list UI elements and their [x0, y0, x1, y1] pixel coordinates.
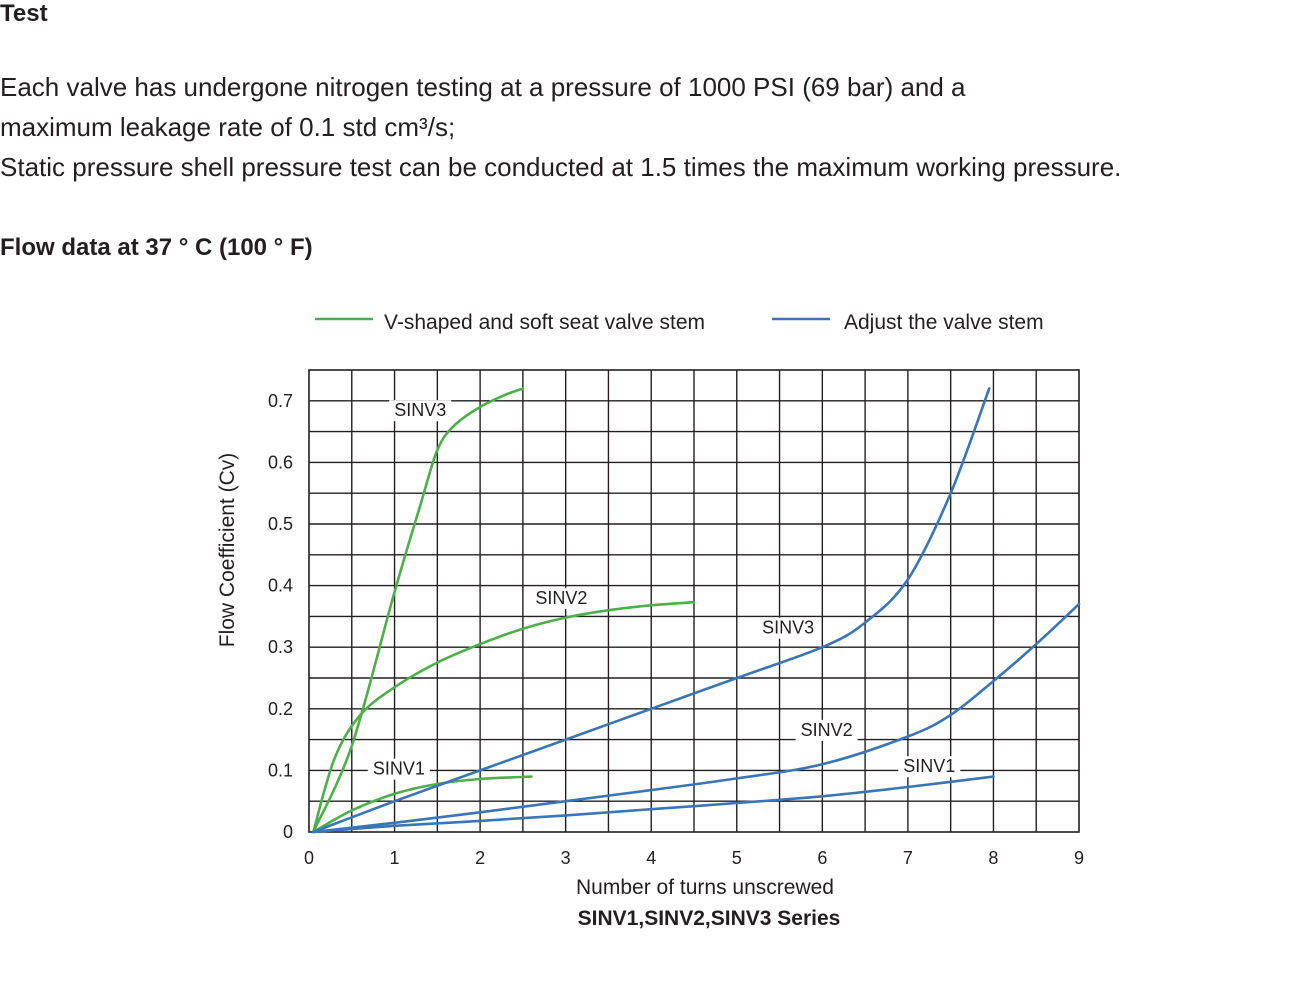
legend-label: V-shaped and soft seat valve stem [384, 311, 705, 334]
y-tick-label: 0.4 [268, 576, 293, 596]
flow-data-heading: Flow data at 37 ° C (100 ° F) [0, 234, 313, 261]
y-tick-label: 0.5 [268, 514, 293, 534]
curve-label-background [795, 719, 858, 741]
series-line-adjust-sinv1 [312, 775, 995, 834]
curve-label-background [389, 400, 452, 422]
x-tick-label: 4 [646, 848, 656, 868]
y-tick-label: 0.1 [268, 760, 293, 780]
curve-label: SINV1 [373, 759, 425, 779]
curve-label: SINV2 [535, 588, 587, 608]
test-heading: Test [0, 0, 48, 27]
curve-label: SINV3 [394, 400, 446, 420]
series-line-adjust-sinv3 [312, 387, 991, 834]
x-tick-label: 8 [988, 848, 998, 868]
y-tick-label: 0.2 [268, 699, 293, 719]
plot-frame [308, 369, 1080, 833]
x-tick-label: 3 [561, 848, 571, 868]
curve-label-background [530, 588, 593, 610]
axis-ticks: 0 1 2 3 4 5 6 7 8 9 0 0.1 0.2 0.3 0.4 0.5 0.6 0.7 [268, 391, 1084, 868]
curve-label-background [757, 617, 820, 639]
series-line-vshaped-sinv2 [312, 600, 696, 834]
x-tick-label: 5 [732, 848, 742, 868]
x-tick-label: 2 [475, 848, 485, 868]
y-tick-label: 0 [283, 822, 293, 842]
series-lines [312, 387, 1081, 834]
curve-label: SINV3 [762, 618, 814, 638]
chart-grid [309, 370, 1079, 832]
x-tick-label: 7 [903, 848, 913, 868]
curve-label: SINV2 [801, 720, 853, 740]
x-axis-label: Number of turns unscrewed [576, 876, 834, 899]
x-tick-label: 6 [817, 848, 827, 868]
x-tick-label: 0 [304, 848, 314, 868]
x-tick-label: 1 [390, 848, 400, 868]
x-tick-label: 9 [1074, 848, 1084, 868]
curve-label-background [367, 758, 430, 780]
y-tick-label: 0.3 [268, 637, 293, 657]
curve-label-background [898, 756, 961, 778]
chart-caption: SINV1,SINV2,SINV3 Series [578, 907, 841, 930]
test-paragraph-line-2: maximum leakage rate of 0.1 std cm³/s; [0, 112, 456, 142]
curve-label: SINV1 [903, 756, 955, 776]
curve-labels: SINV3 SINV2 SINV1 SINV3 SINV2 SINV1 [367, 400, 961, 780]
series-line-adjust-sinv2 [312, 602, 1081, 834]
y-axis-label: Flow Coefficient (Cv) [216, 453, 239, 648]
test-paragraph-line-3: Static pressure shell pressure test can … [0, 152, 1122, 182]
test-paragraph-line-1: Each valve has undergone nitrogen testin… [0, 72, 966, 102]
legend-label: Adjust the valve stem [844, 311, 1044, 334]
y-tick-label: 0.7 [268, 391, 293, 411]
y-tick-label: 0.6 [268, 452, 293, 472]
chart-legend: V-shaped and soft seat valve stem Adjust … [315, 311, 1044, 334]
series-line-vshaped-sinv3 [312, 387, 525, 834]
series-line-vshaped-sinv1 [312, 775, 533, 834]
